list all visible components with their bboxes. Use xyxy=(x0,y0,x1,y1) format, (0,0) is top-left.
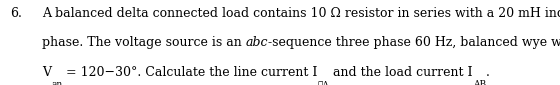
Text: V: V xyxy=(42,66,51,79)
Text: 6.: 6. xyxy=(10,7,22,20)
Text: phase. The voltage source is an: phase. The voltage source is an xyxy=(42,36,246,49)
Text: A balanced delta connected load contains 10 Ω resistor in series with a 20 mH in: A balanced delta connected load contains… xyxy=(42,7,560,20)
Text: AB: AB xyxy=(473,80,486,85)
Text: abc: abc xyxy=(246,36,268,49)
Text: and the load current I: and the load current I xyxy=(329,66,473,79)
Text: -sequence three phase 60 Hz, balanced wye with a voltage: -sequence three phase 60 Hz, balanced wy… xyxy=(268,36,560,49)
Text: .: . xyxy=(486,66,490,79)
Text: an: an xyxy=(51,80,62,85)
Text: ℓA: ℓA xyxy=(318,80,329,85)
Text: = 120−30°. Calculate the line current I: = 120−30°. Calculate the line current I xyxy=(62,66,318,79)
